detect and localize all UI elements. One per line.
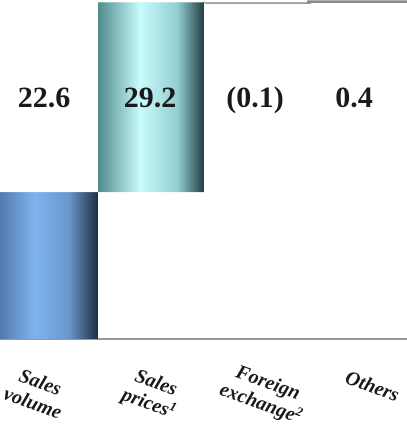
category-label-foreign-exchange: Foreign exchange2 — [217, 360, 306, 426]
bar-others — [307, 0, 407, 3]
value-label-sales-volume: 22.6 — [18, 81, 71, 114]
bar-sales-volume — [0, 192, 98, 339]
bar-sales-prices — [98, 2, 204, 193]
svg-text:Others: Others — [342, 367, 402, 407]
category-label-sales-volume: Sales volume — [1, 365, 65, 424]
bar-foreign-exchange — [205, 2, 311, 4]
category-label-sales-prices: Sales prices1 — [117, 365, 181, 421]
category-label-others: Others — [342, 367, 402, 407]
value-label-sales-prices: 29.2 — [124, 81, 177, 114]
value-label-others: 0.4 — [335, 81, 373, 114]
value-label-foreign-exchange: (0.1) — [226, 81, 283, 114]
